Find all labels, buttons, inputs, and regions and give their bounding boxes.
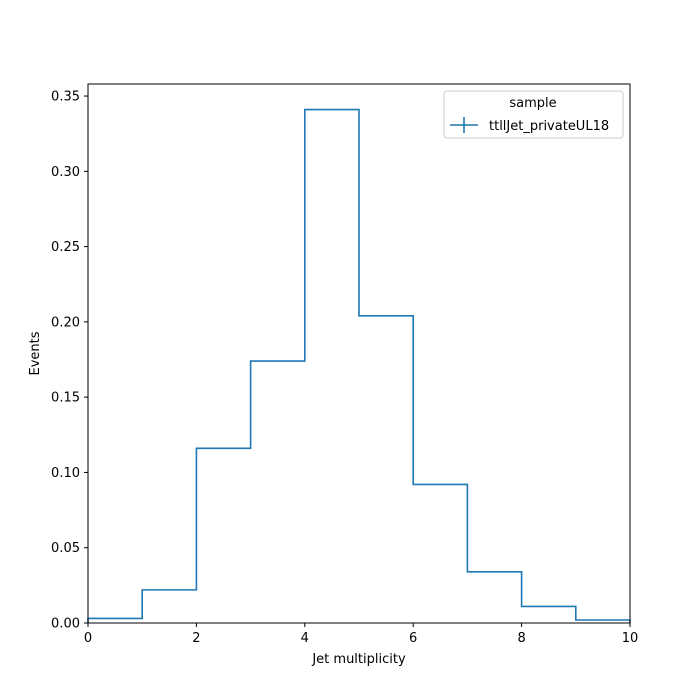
y-tick-label: 0.00 xyxy=(51,617,80,632)
plot-frame xyxy=(87,83,631,624)
x-tick-label: 4 xyxy=(301,631,309,646)
histogram-step-line xyxy=(87,108,631,623)
legend-title: sample xyxy=(509,96,556,111)
ticks-layer: 0 2 4 6 8 10 0.00 0.05 0.10 0.15 0.20 0.25 0.30 0.35 xyxy=(51,90,638,646)
x-tick-label: 8 xyxy=(517,631,525,646)
y-tick-label: 0.15 xyxy=(51,391,80,406)
x-tick-label: 2 xyxy=(192,631,200,646)
x-axis-label: Jet multiplicity xyxy=(311,652,406,667)
y-tick-label: 0.20 xyxy=(51,315,80,330)
y-tick-label: 0.30 xyxy=(51,165,80,180)
x-tick-label: 0 xyxy=(84,631,92,646)
x-tick-label: 6 xyxy=(409,631,417,646)
y-axis-label: Events xyxy=(28,331,43,375)
y-tick-label: 0.25 xyxy=(51,240,80,255)
legend-entry-ttlljet-privateul18: ttllJet_privateUL18 xyxy=(489,119,609,134)
legend-box xyxy=(443,90,624,139)
y-tick-label: 0.10 xyxy=(51,466,80,481)
y-tick-label: 0.35 xyxy=(51,90,80,105)
x-tick-label: 10 xyxy=(622,631,639,646)
legend: sample ttllJet_privateUL18 xyxy=(443,90,624,139)
y-tick-label: 0.05 xyxy=(51,541,80,556)
